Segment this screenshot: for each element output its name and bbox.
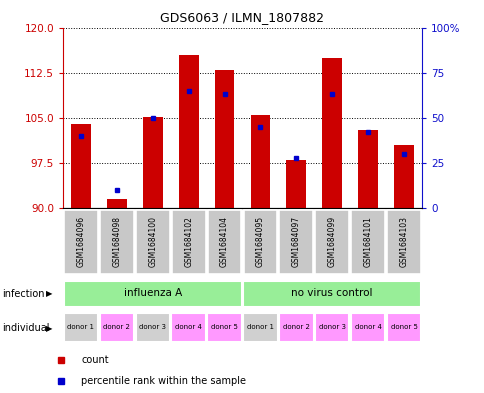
Text: percentile rank within the sample: percentile rank within the sample	[81, 376, 246, 386]
Text: no virus control: no virus control	[291, 288, 372, 298]
Bar	[136, 209, 169, 274]
Text: donor 1: donor 1	[67, 324, 94, 330]
Bar	[135, 313, 170, 342]
Bar	[243, 209, 277, 274]
Text: donor 4: donor 4	[175, 324, 202, 330]
Text: count: count	[81, 354, 109, 365]
Bar	[71, 124, 91, 208]
Text: donor 3: donor 3	[318, 324, 345, 330]
Text: donor 5: donor 5	[390, 324, 417, 330]
Bar	[99, 313, 134, 342]
Text: GSM1684104: GSM1684104	[220, 216, 228, 267]
Text: GSM1684100: GSM1684100	[148, 216, 157, 267]
Bar	[242, 313, 277, 342]
Text: GSM1684096: GSM1684096	[76, 216, 85, 267]
Bar	[286, 160, 305, 208]
Title: GDS6063 / ILMN_1807882: GDS6063 / ILMN_1807882	[160, 11, 324, 24]
Bar	[386, 209, 420, 274]
Text: donor 2: donor 2	[103, 324, 130, 330]
Bar	[143, 117, 162, 208]
Bar	[242, 281, 421, 307]
Bar	[63, 313, 98, 342]
Bar	[358, 130, 377, 208]
Text: infection: infection	[2, 289, 45, 299]
Bar	[171, 209, 205, 274]
Bar	[322, 58, 341, 208]
Text: GSM1684103: GSM1684103	[399, 216, 408, 267]
Bar	[107, 199, 126, 208]
Bar	[279, 209, 313, 274]
Bar	[350, 313, 385, 342]
Bar	[386, 313, 421, 342]
Text: GSM1684097: GSM1684097	[291, 216, 300, 267]
Text: donor 3: donor 3	[139, 324, 166, 330]
Bar	[179, 55, 198, 208]
Bar	[315, 209, 348, 274]
Bar	[214, 70, 234, 208]
Text: GSM1684099: GSM1684099	[327, 216, 336, 267]
Text: GSM1684102: GSM1684102	[184, 216, 193, 267]
Bar	[314, 313, 349, 342]
Bar	[100, 209, 134, 274]
Bar	[207, 313, 242, 342]
Bar	[278, 313, 313, 342]
Bar	[63, 281, 242, 307]
Bar	[171, 313, 206, 342]
Bar	[350, 209, 384, 274]
Text: donor 1: donor 1	[246, 324, 273, 330]
Text: donor 2: donor 2	[282, 324, 309, 330]
Text: GSM1684095: GSM1684095	[256, 216, 264, 267]
Bar	[250, 115, 270, 208]
Text: individual: individual	[2, 323, 50, 333]
Text: influenza A: influenza A	[123, 288, 182, 298]
Bar	[393, 145, 413, 208]
Text: donor 4: donor 4	[354, 324, 381, 330]
Text: ▶: ▶	[45, 290, 52, 298]
Text: GSM1684098: GSM1684098	[112, 216, 121, 267]
Text: ▶: ▶	[45, 324, 52, 332]
Bar	[64, 209, 98, 274]
Text: GSM1684101: GSM1684101	[363, 216, 372, 267]
Bar	[207, 209, 241, 274]
Text: donor 5: donor 5	[211, 324, 238, 330]
